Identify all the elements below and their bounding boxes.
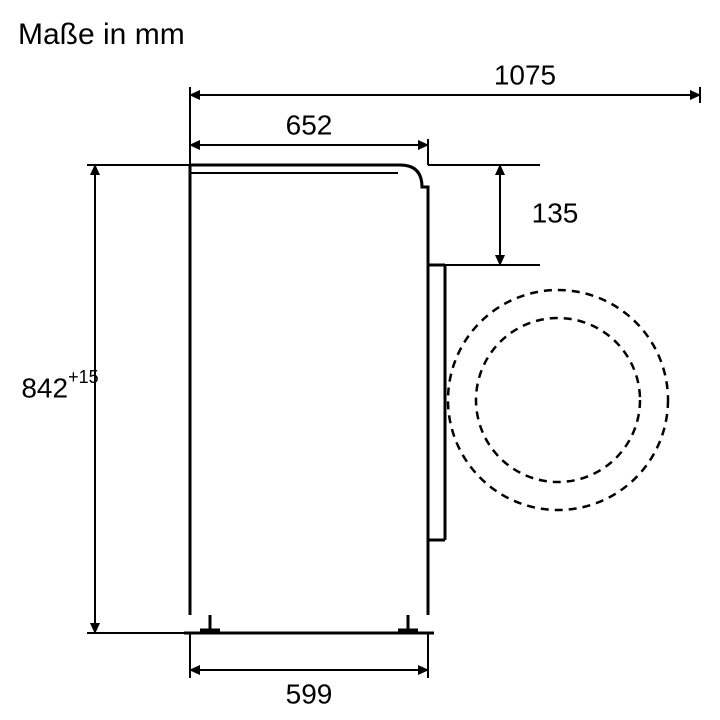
svg-text:652: 652 [286, 109, 333, 140]
svg-text:1075: 1075 [494, 59, 556, 90]
svg-text:599: 599 [286, 678, 333, 709]
diagram-title: Maße in mm [18, 18, 185, 52]
svg-text:135: 135 [532, 197, 579, 228]
svg-text:842+15: 842+15 [21, 367, 98, 404]
technical-drawing: 1075 652 842+15 135 599 [0, 0, 720, 720]
